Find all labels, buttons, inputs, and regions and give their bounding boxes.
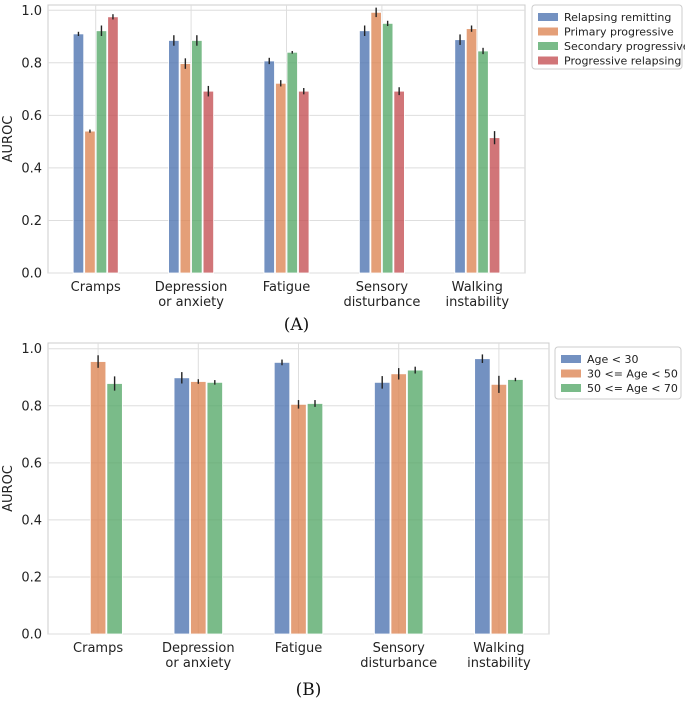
bar [286,51,298,274]
y-axis-label: AUROC [1,116,16,163]
x-tick-line: Cramps [73,641,123,656]
x-tick-line: Sensory [373,641,426,656]
figure-caption: (A) [284,315,310,335]
y-tick-label: 0.0 [21,267,42,282]
bar [202,90,215,274]
legend-box [531,4,683,70]
legend-swatch [538,42,558,50]
bar [298,90,310,274]
bar [507,379,524,635]
legend-label: Primary progressive [564,26,674,39]
bar [454,39,466,274]
bar [465,28,478,274]
y-tick-label: 0.8 [21,399,42,414]
legend-label: Age < 30 [587,353,638,366]
x-tick-label: Walking instability [446,280,510,310]
x-tick-line: Sensory [356,280,409,295]
bar [191,40,203,274]
bar [95,30,108,274]
x-tick-line: disturbance [343,295,420,310]
bar [107,16,119,274]
x-tick-line: instability [446,295,510,310]
bar [407,369,424,635]
x-tick-line: instability [467,656,531,671]
legend-label: 50 <= Age < 70 [587,382,678,395]
bar [358,30,371,274]
y-tick-label: 0.4 [21,513,42,528]
x-tick-line: Walking [452,280,503,295]
legend-swatch [538,27,558,36]
bar [370,11,382,274]
bar [84,130,96,274]
legend-swatch [561,355,581,363]
bar [263,60,275,274]
legend-box [554,346,682,400]
x-tick-line: Cramps [71,280,121,295]
legend-label: Progressive relapsing [564,55,681,68]
x-tick-label: Cramps [73,641,123,656]
legend-swatch [561,384,581,392]
x-tick-line: Fatigue [263,280,310,295]
x-tick-line: Depression [162,641,235,656]
bar [490,383,508,635]
bar [206,381,223,635]
y-tick-label: 0.6 [21,456,42,471]
x-tick-label: Walking instability [467,641,531,671]
x-tick-line: disturbance [360,656,437,671]
bar [190,381,207,635]
legend-label: 30 <= Age < 50 [587,368,678,381]
y-tick-label: 0.4 [21,161,42,176]
bar [393,90,405,274]
figure-caption: (B) [296,680,322,700]
x-tick-label: Fatigue [275,641,322,656]
bar [72,33,85,274]
legend-label: Secondary progressive [564,40,685,53]
bar [390,373,407,635]
y-tick-label: 0.0 [21,628,42,643]
bar [106,383,123,635]
bar [273,361,291,635]
x-tick-line: Depression [155,280,228,295]
bar [477,50,489,274]
x-tick-label: Depression or anxiety [155,280,228,310]
bar [168,40,180,274]
bar [89,361,107,635]
bar [290,403,307,635]
x-tick-label: Depression or anxiety [162,641,235,671]
bar [306,403,324,635]
y-tick-label: 0.8 [21,56,42,71]
x-tick-label: Sensory disturbance [343,280,420,310]
bar [374,381,391,635]
legend-label: Relapsing remitting [564,11,671,24]
y-tick-label: 0.2 [21,570,42,585]
bar [474,358,491,635]
x-tick-line: Fatigue [275,641,322,656]
y-tick-label: 1.0 [21,4,42,19]
x-tick-label: Cramps [71,280,121,295]
legend: Relapsing remitting Primary progressiveSe… [531,4,685,70]
chart-b: 0.0 0.2 0.4 0.6 0.8 1.0 Cramps Depression or anx… [1,342,682,700]
legend-swatch [538,13,558,21]
y-tick-label: 1.0 [21,342,42,357]
bar [179,63,192,274]
chart-a: 0.0 0.2 0.4 0.6 0.8 1.0 Cramps Depression or anx… [1,4,685,335]
bar [173,377,190,635]
x-tick-line: Walking [473,641,524,656]
y-tick-label: 0.6 [21,109,42,124]
x-tick-line: or anxiety [158,295,224,310]
bar [381,22,394,274]
x-tick-label: Sensory disturbance [360,641,437,671]
x-tick-line: or anxiety [165,656,231,671]
legend-swatch [538,56,558,65]
legend-swatch [561,369,581,378]
x-tick-label: Fatigue [263,280,310,295]
y-axis-label: AUROC [1,465,16,512]
bar [488,137,501,274]
bar [275,82,287,274]
y-tick-label: 0.2 [21,214,42,229]
